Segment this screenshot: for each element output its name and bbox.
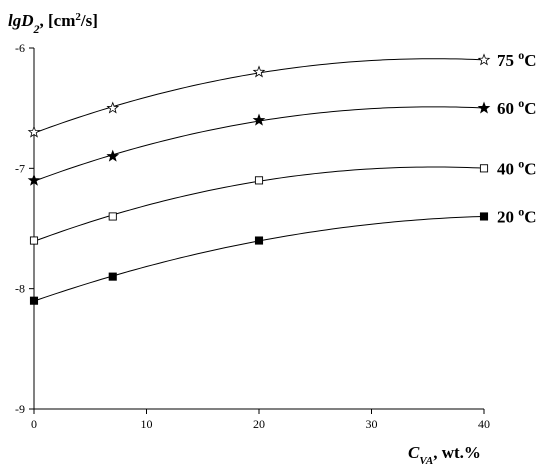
series-label: 20 oC [497, 204, 537, 226]
series-label-unit: C [524, 51, 536, 70]
data-point [252, 65, 266, 78]
data-point [479, 212, 489, 221]
series-label-degree: o [518, 48, 524, 62]
series-label: 75 oC [497, 48, 537, 70]
data-point [108, 212, 117, 221]
series-label: 60 oC [497, 96, 537, 118]
series-label-degree: o [518, 204, 524, 218]
data-point [252, 113, 266, 126]
y-axis-title: lgD2, [cm2/s] [8, 11, 98, 36]
y-axis-title-base: lgD [8, 11, 34, 30]
y-tick-label: -9 [15, 402, 25, 416]
data-point [479, 164, 489, 173]
series-label-degree: o [518, 156, 524, 170]
x-tick-label: 40 [478, 417, 490, 431]
x-axis-title-sub: VA [419, 455, 433, 467]
data-point [106, 101, 120, 114]
series-markers [27, 53, 491, 305]
y-axis-title-sup: 2 [75, 11, 81, 23]
x-axis-title-base: C [408, 443, 420, 462]
data-point [29, 236, 39, 245]
x-axis-title-unit: , wt.% [433, 443, 481, 462]
x-axis-title: CVA, wt.% [408, 443, 481, 467]
x-tick-label: 0 [31, 417, 37, 431]
y-axis-title-unit-pre: , [cm [40, 11, 76, 30]
series-label: 40 oC [497, 156, 537, 178]
data-point [27, 125, 41, 138]
y-axis-title-unit-post: /s] [80, 11, 98, 30]
y-axis-title-sub: 2 [33, 22, 40, 36]
series-curve [33, 215, 485, 302]
x-tick-label: 10 [141, 417, 153, 431]
data-point [106, 149, 120, 162]
series-label-value: 20 [497, 207, 518, 226]
series-label-value: 75 [497, 51, 518, 70]
series-label-unit: C [524, 207, 536, 226]
y-tick-label: -6 [15, 41, 25, 55]
x-tick-label: 20 [253, 417, 265, 431]
data-point [477, 101, 491, 114]
series-label-value: 60 [497, 99, 518, 118]
x-tick-label: 30 [366, 417, 378, 431]
axes [33, 48, 484, 410]
y-ticks: -6 -7 -8 -9 [15, 41, 34, 416]
data-point [477, 53, 491, 66]
data-point [108, 272, 117, 281]
y-tick-label: -8 [15, 282, 25, 296]
series-label-unit: C [524, 159, 536, 178]
data-point [254, 236, 264, 245]
series-label-value: 40 [497, 159, 518, 178]
data-point [254, 176, 264, 185]
data-point [29, 296, 39, 305]
y-tick-label: -7 [15, 161, 25, 175]
x-ticks: 0 10 20 30 40 [31, 409, 490, 431]
series-label-unit: C [524, 99, 536, 118]
series-label-degree: o [518, 96, 524, 110]
data-point [27, 173, 41, 186]
